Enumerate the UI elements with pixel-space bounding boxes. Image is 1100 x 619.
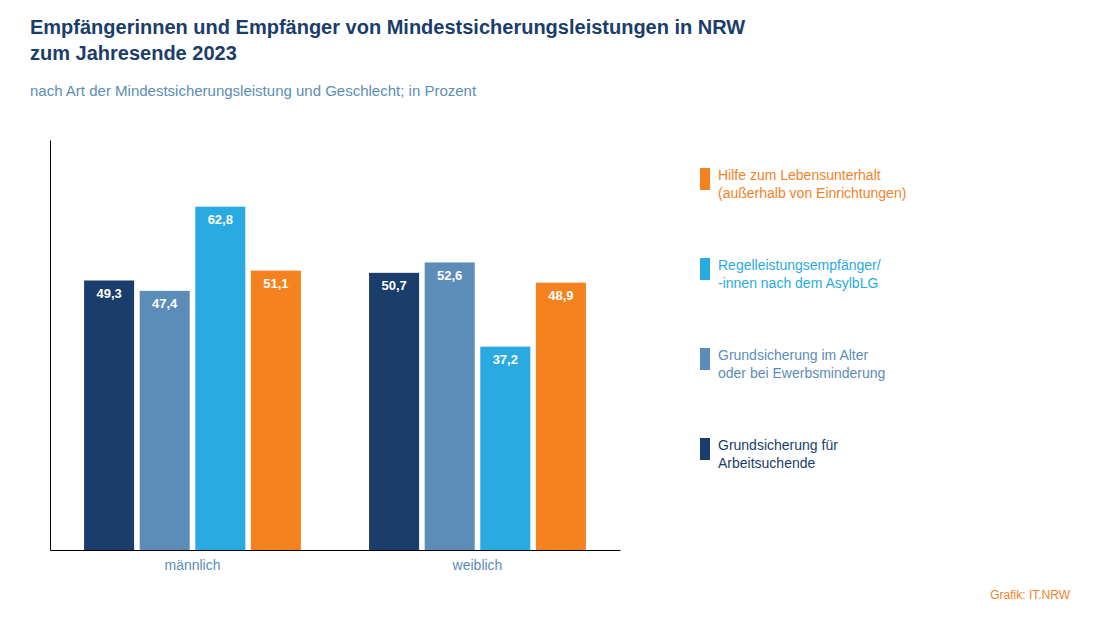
legend-label: Grundsicherung im Alteroder bei Ewerbsmi… xyxy=(718,347,885,381)
x-tick: weiblich xyxy=(452,557,503,573)
legend-swatch xyxy=(700,438,710,460)
legend-swatch xyxy=(700,168,710,190)
bar xyxy=(251,271,301,550)
legend-label: Grundsicherung fürArbeitsuchende xyxy=(718,437,838,471)
legend-item: Grundsicherung im Alteroder bei Ewerbsmi… xyxy=(700,347,885,381)
bar xyxy=(480,347,530,550)
legend-label: Regelleistungsempfänger/-innen nach dem … xyxy=(718,257,881,291)
legend-item: Hilfe zum Lebensunterhalt(außerhalb von … xyxy=(700,167,906,201)
bar xyxy=(195,207,245,550)
data-label: 37,2 xyxy=(493,352,518,367)
legend-item: Grundsicherung fürArbeitsuchende xyxy=(700,437,838,471)
data-label: 47,4 xyxy=(152,296,178,311)
bars xyxy=(84,207,586,550)
y-axis-line xyxy=(50,141,51,551)
title: Empfängerinnen und Empfänger von Mindest… xyxy=(30,16,745,64)
subtitle: nach Art der Mindestsicherungsleistung u… xyxy=(30,82,477,99)
bar xyxy=(425,262,475,550)
y-axis xyxy=(50,141,51,551)
legend-item: Regelleistungsempfänger/-innen nach dem … xyxy=(700,257,881,291)
data-label: 49,3 xyxy=(96,286,121,301)
x-tick-label: männlich xyxy=(164,557,220,573)
bar xyxy=(140,291,190,550)
x-tick-label: weiblich xyxy=(452,557,503,573)
data-label: 50,7 xyxy=(381,278,406,293)
data-labels: 49,3 50,7 47,4 52,6 62,8 37,2 51,1 48,9 xyxy=(96,212,573,367)
annotation: Grafik: IT.NRW xyxy=(990,588,1070,602)
bar xyxy=(536,283,586,550)
x-tick: männlich xyxy=(164,557,220,573)
data-label: 52,6 xyxy=(437,268,462,283)
data-label: 51,1 xyxy=(263,276,288,291)
x-axis-line xyxy=(51,550,621,551)
data-label: 62,8 xyxy=(208,212,233,227)
bar xyxy=(84,280,134,550)
legend: Hilfe zum Lebensunterhalt(außerhalb von … xyxy=(700,167,906,471)
chart: Empfängerinnen und Empfänger von Mindest… xyxy=(0,0,1100,619)
legend-swatch xyxy=(700,258,710,280)
bar xyxy=(369,273,419,550)
x-axis: männlich weiblich xyxy=(51,551,621,573)
data-label: 48,9 xyxy=(548,288,573,303)
legend-label: Hilfe zum Lebensunterhalt(außerhalb von … xyxy=(718,167,906,201)
legend-swatch xyxy=(700,348,710,370)
